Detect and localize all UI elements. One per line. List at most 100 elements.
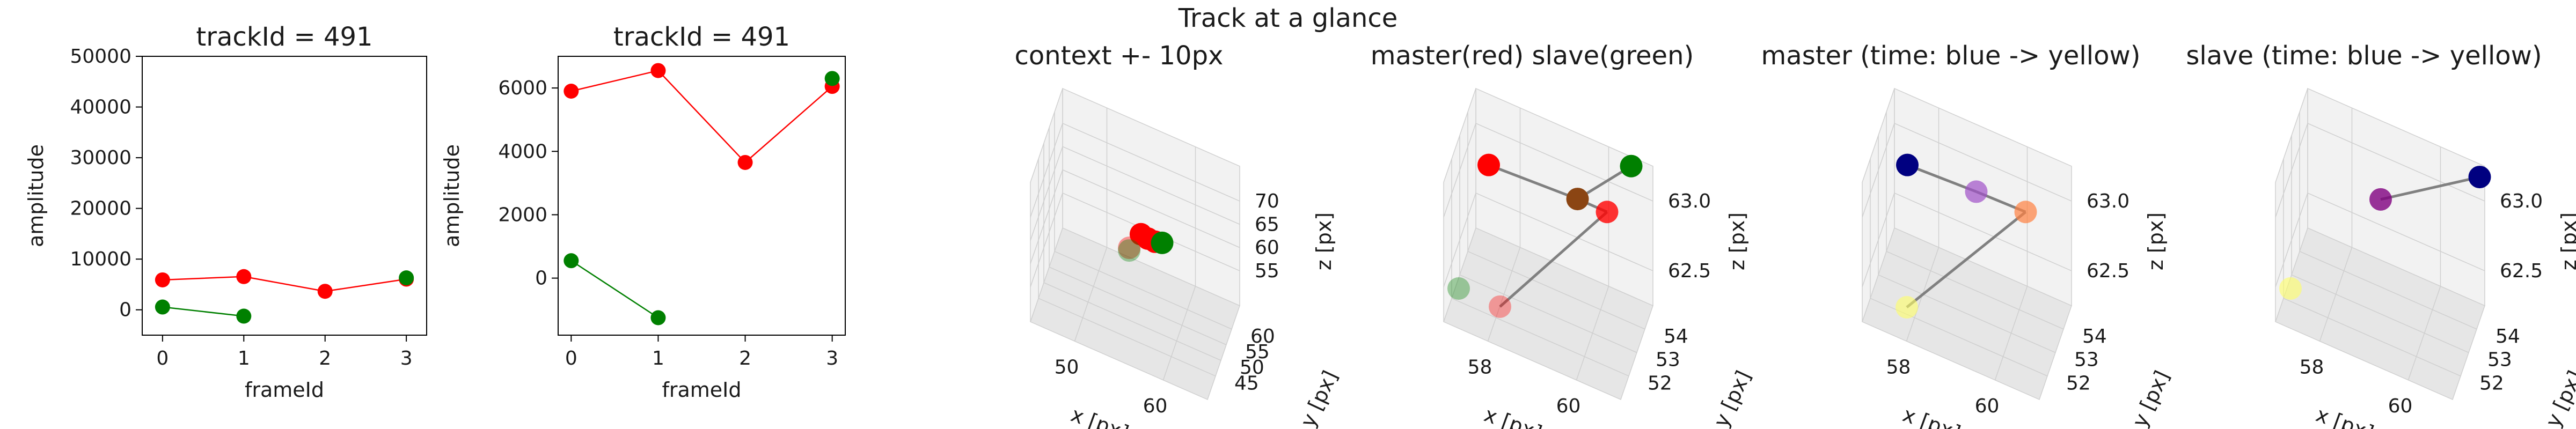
y-tick-label: 0	[119, 299, 131, 321]
grid-line	[1054, 251, 1232, 330]
data-point	[824, 71, 840, 86]
grid-line	[1030, 122, 1240, 218]
track-point	[1896, 296, 1918, 319]
track-point	[2468, 166, 2491, 189]
x-tick-label: 50	[1055, 356, 1079, 378]
z-axis-label: z [px]	[2144, 212, 2168, 270]
x-tick-label: 1	[238, 347, 250, 369]
chart-title: master(red) slave(green)	[1371, 41, 1694, 71]
data-point	[155, 299, 170, 315]
y-tick-label: 54	[2082, 326, 2107, 347]
y-tick-label: 30000	[70, 147, 131, 169]
y-tick-label: 54	[2496, 326, 2520, 347]
grid-line	[1878, 274, 2056, 353]
y-tick-label: 53	[2074, 349, 2099, 371]
track-point	[1118, 239, 1141, 262]
amplitude-chart-1: trackId = 491 frameId amplitude 0 1 2 3 0 10000 2…	[24, 22, 427, 402]
track-point	[1620, 154, 1643, 177]
data-point	[236, 308, 252, 324]
grid-line	[1030, 146, 1240, 241]
data-point	[564, 84, 579, 99]
data-point	[317, 284, 333, 299]
z-axis-label: z [px]	[2557, 212, 2576, 270]
grid-line	[1049, 267, 1227, 345]
track-segment	[1907, 164, 1977, 193]
amplitude-chart-2: trackId = 491 frameId amplitude 0 1 2 3 0 2000 40…	[440, 22, 846, 402]
charts-layer: trackId = 491 frameId amplitude 0 1 2 3 0 10000 2…	[24, 22, 2576, 429]
x-tick-label: 2	[319, 347, 331, 369]
grid-line	[1443, 192, 1653, 287]
z-tick-label: 65	[1255, 213, 1279, 235]
track-segment	[1488, 164, 1578, 201]
grid-line	[1030, 192, 1240, 287]
z-tick-label: 70	[1255, 190, 1279, 212]
track-point	[2369, 188, 2392, 211]
z-tick-label: 60	[1255, 237, 1279, 259]
y-tick-label: 2000	[498, 204, 547, 226]
x-axis-label: frameId	[662, 378, 741, 402]
y-axis-label: y [px]	[1709, 367, 1755, 429]
grid-line	[1162, 146, 1196, 380]
x-tick-label: 60	[1143, 395, 1168, 417]
x-axis-label: x [px]	[2313, 403, 2377, 429]
y-tick-label: 0	[535, 268, 547, 290]
grid-line	[2319, 108, 2353, 342]
y-tick-label: 50	[1240, 357, 1264, 379]
x-axis-label: x [px]	[1481, 403, 1545, 429]
track-segment	[1499, 211, 1608, 308]
grid-line	[1043, 282, 1221, 361]
track-point	[1896, 153, 1919, 176]
grid-line	[2275, 122, 2485, 218]
grid-line	[1467, 251, 1645, 330]
y-tick-label: 6000	[498, 77, 547, 99]
data-point	[236, 269, 252, 284]
chart-title: context +- 10px	[1015, 41, 1224, 71]
grid-line	[1487, 108, 1521, 342]
series-line	[570, 260, 659, 319]
chart-title: slave (time: blue -> yellow)	[2186, 41, 2542, 71]
grid-line	[1459, 274, 1637, 353]
grid-line	[1862, 192, 2072, 287]
track-segment	[1906, 211, 2027, 308]
grid-line	[1030, 169, 1240, 264]
z-tick-label: 55	[1255, 260, 1279, 282]
grid-line	[1443, 122, 1653, 218]
track-point	[1965, 180, 1988, 203]
y-tick-label: 55	[1245, 341, 1270, 363]
y-axis-label: y [px]	[2541, 367, 2576, 429]
y-tick-label: 53	[2487, 349, 2512, 371]
data-point	[737, 154, 753, 170]
z-axis-label: z [px]	[1312, 212, 1336, 270]
y-tick-label: 10000	[70, 248, 131, 270]
grid-line	[2275, 192, 2485, 287]
x-axis-label: x [px]	[1068, 403, 1132, 429]
grid-line	[2283, 298, 2461, 376]
track-point	[1566, 188, 1589, 211]
track-point	[1151, 231, 1174, 254]
series-line	[571, 70, 833, 164]
track-segment	[2380, 175, 2480, 201]
track-point	[2279, 277, 2302, 300]
grid-line	[1576, 146, 1609, 380]
plot-frame	[558, 56, 846, 336]
y-tick-label: 20000	[70, 198, 131, 220]
y-tick-label: 52	[2479, 372, 2504, 394]
y-axis-label: y [px]	[1296, 367, 1342, 429]
z-tick-label: 63.0	[2500, 190, 2543, 212]
grid-line	[2407, 146, 2441, 380]
x-tick-label: 0	[156, 347, 169, 369]
data-point	[650, 310, 666, 326]
track-point	[1596, 201, 1619, 224]
x-axis-label: frameId	[245, 378, 324, 402]
z-tick-label: 63.0	[2087, 190, 2129, 212]
plot-frame	[142, 56, 427, 336]
y-axis-label: y [px]	[2127, 367, 2174, 429]
y-tick-label: 4000	[498, 140, 547, 162]
figure-suptitle: Track at a glance	[1178, 3, 1398, 33]
data-point	[564, 253, 579, 269]
z-tick-label: 62.5	[2087, 260, 2129, 282]
